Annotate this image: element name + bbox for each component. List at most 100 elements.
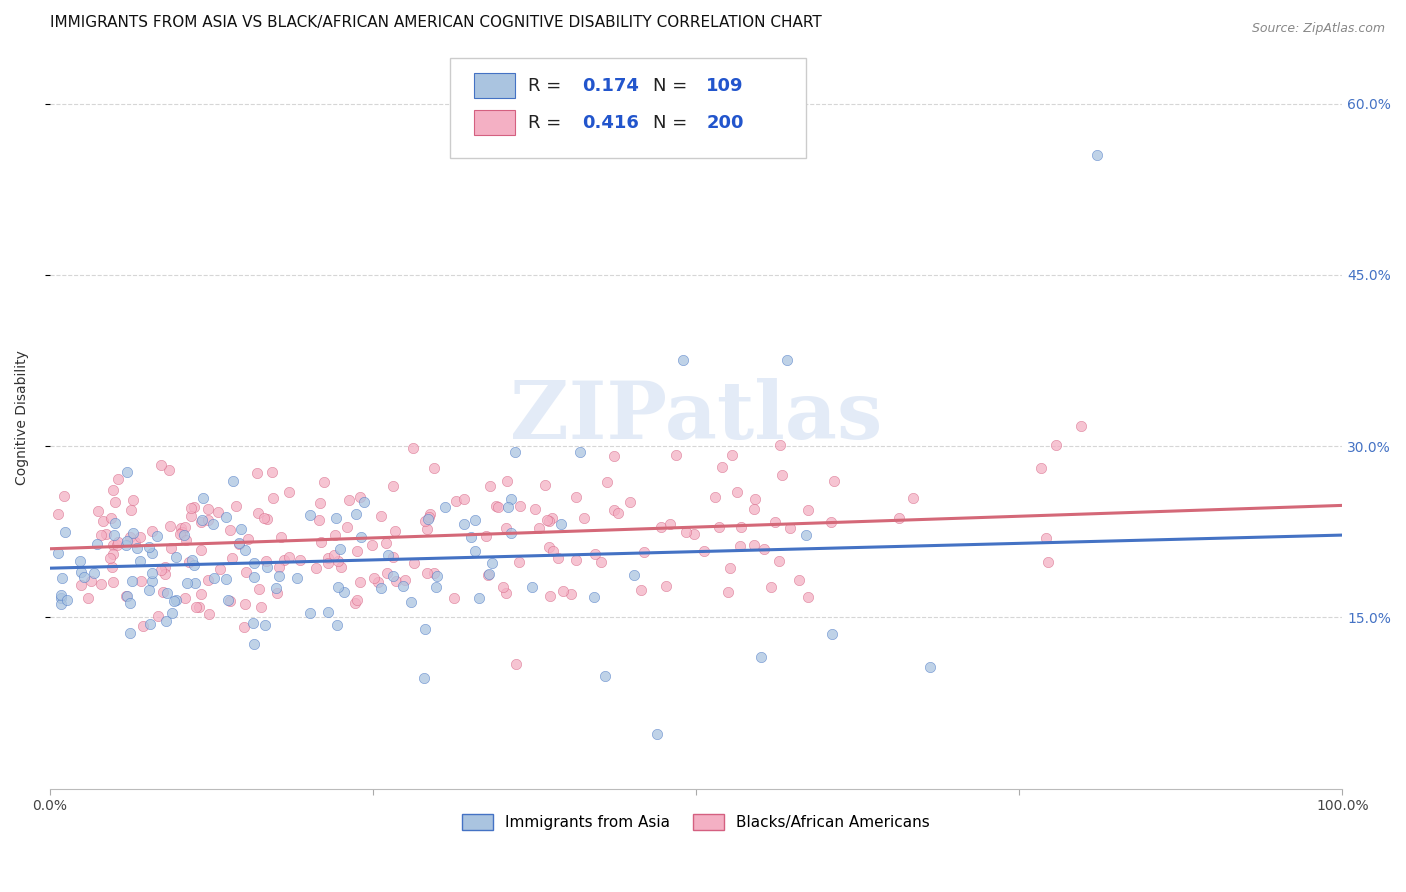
Point bbox=[619, 495, 641, 509]
Text: N =: N = bbox=[654, 114, 693, 132]
Point bbox=[125, 541, 148, 555]
Point bbox=[425, 580, 447, 594]
Point bbox=[131, 619, 153, 633]
Point bbox=[402, 556, 425, 570]
Point bbox=[179, 555, 201, 569]
Point bbox=[156, 586, 179, 600]
FancyBboxPatch shape bbox=[474, 111, 515, 136]
Point bbox=[363, 571, 385, 585]
Point bbox=[141, 524, 163, 538]
Point bbox=[460, 530, 482, 544]
Point bbox=[337, 492, 360, 507]
Point bbox=[198, 607, 221, 621]
Point bbox=[197, 513, 219, 527]
Point bbox=[564, 552, 586, 566]
Point bbox=[183, 576, 205, 591]
Point bbox=[184, 599, 207, 614]
Point bbox=[547, 550, 569, 565]
Point bbox=[90, 527, 112, 541]
Text: ZIPatlas: ZIPatlas bbox=[510, 378, 882, 457]
Point bbox=[821, 627, 844, 641]
Point bbox=[221, 551, 243, 566]
Point bbox=[101, 483, 124, 497]
Point bbox=[309, 534, 332, 549]
Point bbox=[509, 499, 531, 513]
Point bbox=[91, 514, 114, 528]
Point bbox=[197, 502, 219, 516]
Point bbox=[486, 500, 509, 515]
Text: IMMIGRANTS FROM ASIA VS BLACK/AFRICAN AMERICAN COGNITIVE DISABILITY CORRELATION : IMMIGRANTS FROM ASIA VS BLACK/AFRICAN AM… bbox=[49, 15, 821, 30]
Point bbox=[329, 542, 352, 557]
Point bbox=[246, 466, 269, 480]
Point bbox=[499, 492, 522, 507]
Point bbox=[775, 353, 797, 368]
Point bbox=[100, 510, 122, 524]
Point bbox=[343, 596, 366, 610]
Point bbox=[53, 525, 76, 540]
Point bbox=[794, 528, 817, 542]
Point bbox=[69, 554, 91, 568]
Point bbox=[901, 491, 924, 505]
Point bbox=[541, 543, 564, 558]
Point bbox=[423, 566, 446, 580]
Point bbox=[1035, 531, 1057, 545]
Point bbox=[596, 475, 619, 489]
Point bbox=[541, 510, 564, 524]
Point bbox=[524, 501, 547, 516]
Point bbox=[70, 578, 93, 592]
Point bbox=[141, 574, 163, 589]
Point bbox=[520, 580, 543, 594]
Text: R =: R = bbox=[529, 77, 567, 95]
Point bbox=[768, 554, 790, 568]
Point bbox=[326, 617, 349, 632]
Point bbox=[560, 587, 582, 601]
Point bbox=[346, 592, 368, 607]
Point bbox=[413, 622, 436, 636]
Point bbox=[797, 590, 820, 604]
Point bbox=[121, 574, 143, 589]
Point bbox=[180, 508, 202, 523]
Point bbox=[117, 589, 139, 603]
Point bbox=[413, 672, 436, 686]
Text: 0.416: 0.416 bbox=[582, 114, 640, 132]
Y-axis label: Cognitive Disability: Cognitive Disability bbox=[15, 350, 30, 485]
Point bbox=[267, 560, 290, 574]
Point bbox=[453, 516, 475, 531]
Point bbox=[207, 505, 229, 519]
Point bbox=[118, 625, 141, 640]
Point bbox=[693, 544, 716, 558]
Point bbox=[254, 554, 277, 568]
Point bbox=[325, 510, 347, 524]
Point bbox=[260, 466, 283, 480]
Point bbox=[744, 491, 766, 506]
Point bbox=[170, 520, 193, 534]
Point bbox=[225, 499, 247, 513]
Point bbox=[278, 485, 301, 500]
Point bbox=[247, 582, 270, 596]
Point bbox=[711, 459, 734, 474]
Point bbox=[219, 523, 242, 537]
Point bbox=[495, 586, 517, 600]
Point bbox=[416, 522, 439, 536]
Point bbox=[423, 461, 446, 475]
Point bbox=[121, 525, 143, 540]
Point bbox=[377, 549, 399, 563]
Point bbox=[550, 516, 572, 531]
Point bbox=[765, 515, 787, 529]
Point bbox=[401, 441, 423, 455]
Point bbox=[129, 574, 152, 589]
Point bbox=[721, 448, 744, 462]
Point bbox=[104, 495, 127, 509]
Point bbox=[655, 579, 678, 593]
Point bbox=[229, 522, 252, 536]
Point bbox=[176, 576, 198, 591]
Point bbox=[55, 592, 77, 607]
Point bbox=[349, 575, 371, 590]
Point bbox=[267, 569, 290, 583]
Point bbox=[129, 530, 152, 544]
Point bbox=[115, 534, 138, 549]
Point bbox=[305, 561, 328, 575]
Point bbox=[583, 547, 606, 561]
Point bbox=[336, 520, 359, 534]
Point bbox=[350, 530, 373, 544]
